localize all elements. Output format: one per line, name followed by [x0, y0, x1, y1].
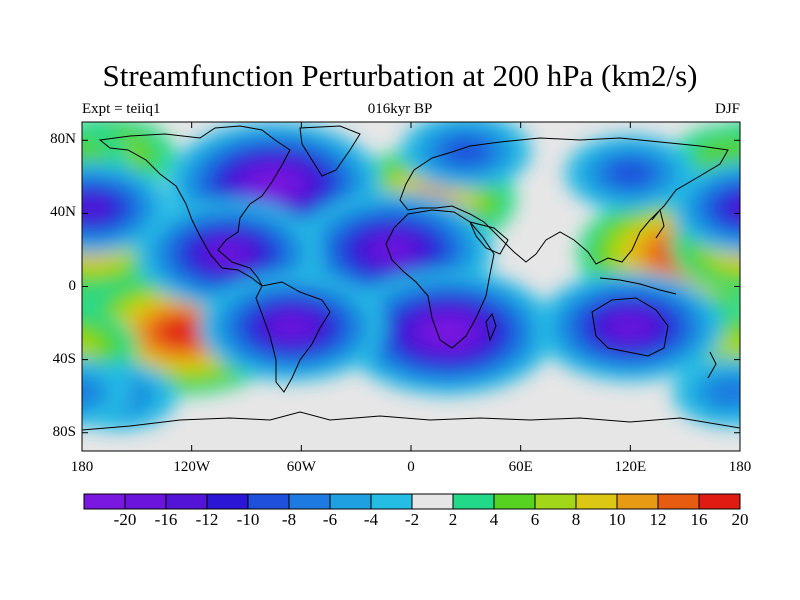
time-label: 016kyr BP — [367, 101, 433, 117]
colorbar-label: -6 — [322, 510, 338, 529]
contour-band — [730, 198, 740, 218]
lat-tick-label: 80S — [52, 423, 76, 440]
lon-tick-label: 120W — [173, 459, 210, 475]
lon-tick-label: 180 — [70, 459, 94, 475]
colorbar-swatch — [206, 493, 249, 510]
colorbar-swatch — [411, 493, 454, 510]
contour-band — [254, 173, 293, 196]
anomaly-center — [672, 358, 740, 427]
lon-tick-label: 60E — [508, 459, 533, 475]
colorbar-label: 20 — [731, 510, 749, 529]
colorbar-swatch — [124, 493, 167, 510]
contour-field — [0, 122, 800, 451]
colorbar-swatch — [575, 493, 618, 510]
colorbar-swatch — [370, 493, 413, 510]
contour-band — [443, 138, 488, 165]
colorbar-label: -16 — [154, 510, 178, 529]
colorbar-swatch — [657, 493, 700, 510]
colorbar-label: -8 — [281, 510, 297, 529]
lon-tick-label: 0 — [407, 459, 415, 475]
colorbar-label: -2 — [404, 510, 420, 529]
contour-band — [608, 160, 653, 186]
contour-band — [82, 368, 115, 417]
colorbar-label: -20 — [113, 510, 137, 529]
colorbar-label: 16 — [690, 510, 708, 529]
contour-band — [739, 151, 740, 159]
anomaly-center-wrap — [82, 358, 132, 427]
colorbar-swatch — [534, 493, 577, 510]
contour-band — [82, 331, 101, 363]
contour-band — [161, 319, 204, 345]
anomaly-center — [82, 161, 171, 255]
colorbar-label: 4 — [489, 510, 499, 529]
lon-tick-label: 120E — [614, 459, 647, 475]
coastlines — [82, 125, 740, 431]
colorbar-swatch — [493, 493, 536, 510]
contour-band — [6, 241, 49, 266]
colorbar-label: 12 — [649, 510, 667, 529]
colorbar-label: 10 — [608, 510, 626, 529]
contour-band — [372, 238, 413, 262]
contour-band — [705, 377, 740, 408]
colorbar-swatch — [247, 493, 290, 510]
contour-band — [82, 378, 98, 407]
contour-band — [734, 384, 740, 409]
colorbar-swatch — [698, 493, 741, 510]
anomaly-center — [198, 271, 386, 382]
colorbar-swatch — [288, 493, 331, 510]
lon-tick-label: 180 — [728, 459, 752, 475]
contour-band — [428, 321, 467, 344]
colorbar-label: -4 — [363, 510, 379, 529]
colorbar-label: 2 — [448, 510, 458, 529]
colorbar-label: -12 — [195, 510, 219, 529]
colorbar-swatch — [165, 493, 208, 510]
lat-tick-label: 80N — [50, 131, 76, 148]
contour-band — [751, 381, 800, 410]
colorbar-swatch — [329, 493, 372, 510]
anomaly-center — [340, 269, 555, 396]
contour-band — [82, 197, 110, 219]
colorbar-swatch — [83, 493, 126, 510]
experiment-label: Expt = teiiq1 — [82, 101, 161, 117]
lat-tick-label: 40S — [52, 350, 76, 367]
contour-band — [209, 242, 247, 265]
colorbar-label: -10 — [236, 510, 260, 529]
lat-tick-label: 0 — [68, 277, 77, 294]
colorbar — [83, 493, 741, 510]
contour-band — [718, 190, 740, 225]
lat-tick-label: 40N — [50, 204, 76, 221]
lon-tick-label: 60W — [286, 459, 316, 475]
anomaly-center — [536, 271, 724, 382]
contour-band — [0, 224, 77, 283]
anomaly-center — [564, 134, 696, 212]
contour-band — [82, 233, 92, 274]
contour-band — [273, 315, 311, 338]
colorbar-swatch — [452, 493, 495, 510]
colorbar-label: 6 — [530, 510, 540, 529]
contour-band — [0, 233, 63, 275]
colorbar-label: 8 — [571, 510, 581, 529]
contour-band — [611, 315, 650, 338]
anomaly-center — [400, 122, 532, 190]
season-label: DJF — [714, 101, 740, 117]
chart-title: Streamfunction Perturbation at 200 hPa (… — [102, 58, 698, 93]
colorbar-swatch — [616, 493, 659, 510]
